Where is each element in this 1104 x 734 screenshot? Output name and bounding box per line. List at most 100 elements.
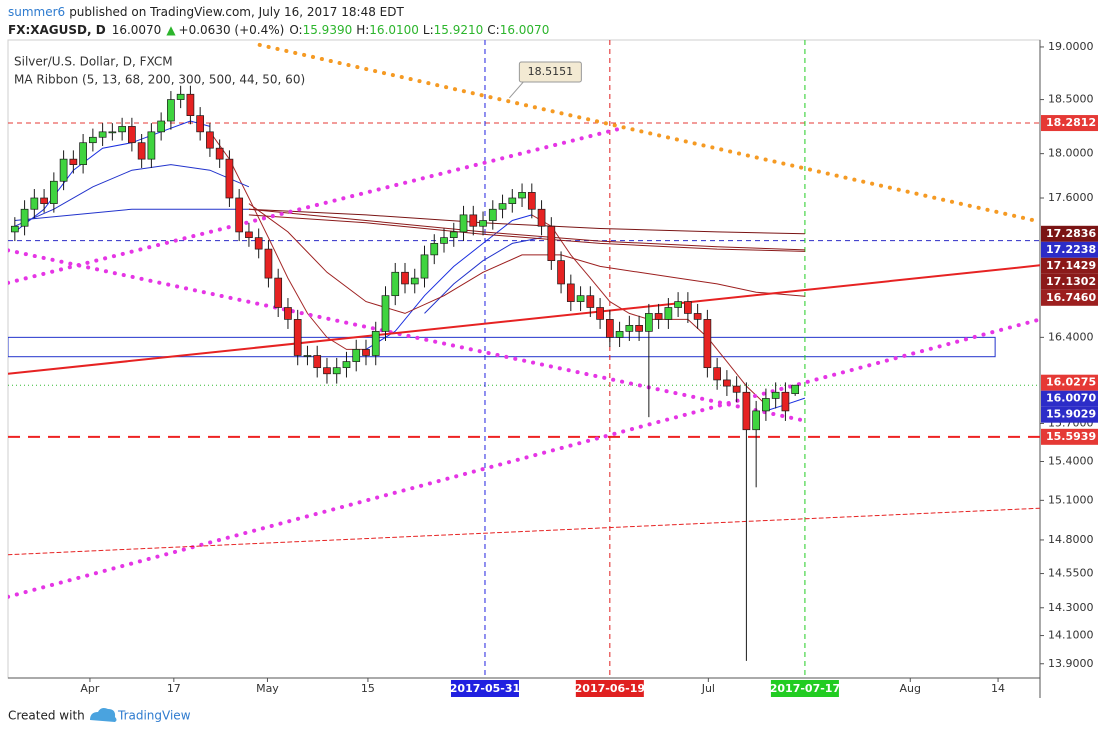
- candle-body: [703, 319, 712, 369]
- candle-body: [654, 313, 663, 320]
- candle-body: [40, 197, 48, 204]
- marker-label-box: [575, 680, 644, 697]
- candle-body: [352, 349, 361, 362]
- price-label-box: [1041, 273, 1098, 290]
- candle-body: [391, 271, 400, 297]
- x-tick-label: Aug: [900, 682, 921, 695]
- y-tick-label: 15.4000: [1048, 455, 1094, 468]
- callout-pointer: [508, 81, 524, 99]
- marker-label: 2017-05-31: [450, 682, 520, 695]
- candle-body: [723, 379, 731, 387]
- candle-body: [89, 136, 97, 144]
- candle-body: [332, 367, 341, 375]
- price-label-box: [1041, 225, 1098, 242]
- candle-body: [79, 142, 87, 165]
- candle-body: [420, 254, 429, 279]
- candle-body: [527, 192, 536, 210]
- candle-body: [449, 231, 458, 238]
- price-label-box: [1041, 406, 1098, 423]
- x-tick-label: 14: [991, 682, 1005, 695]
- candle-body: [323, 367, 331, 375]
- candle-body: [596, 307, 604, 320]
- candle-body: [313, 355, 322, 369]
- candle-body: [664, 307, 673, 320]
- price-label: 17.2238: [1046, 243, 1096, 256]
- candle-body: [479, 220, 487, 227]
- y-tick-label: 19.0000: [1048, 40, 1094, 53]
- candle-body: [245, 231, 253, 238]
- y-tick-label: 14.3000: [1048, 601, 1094, 614]
- ohlc-label: H:: [356, 23, 369, 37]
- candle-body: [371, 330, 380, 356]
- marker-label: 2017-07-17: [770, 682, 840, 695]
- ohlc-label: C:: [487, 23, 499, 37]
- candle-body: [59, 158, 68, 182]
- candle-body: [284, 307, 292, 320]
- ohlc-value: 15.9210: [434, 23, 484, 37]
- candle-body: [176, 93, 185, 100]
- candle-body: [674, 301, 682, 308]
- candle-body: [557, 260, 565, 285]
- x-tick-label: Jul: [701, 682, 715, 695]
- y-tick-label: 16.4000: [1048, 330, 1094, 343]
- candle-body: [615, 330, 624, 338]
- candle-body: [206, 131, 214, 149]
- candle-body: [235, 197, 244, 233]
- candle-body: [742, 391, 751, 431]
- candle-body: [225, 158, 234, 199]
- candle-body: [186, 93, 195, 116]
- price-label: 16.0070: [1046, 392, 1096, 405]
- author: summer6: [8, 5, 65, 19]
- ohlc-value: 16.0100: [369, 23, 419, 37]
- candle-body: [518, 192, 526, 199]
- candle-body: [645, 313, 653, 332]
- range-box: [8, 336, 996, 358]
- y-tick-label: 13.9000: [1048, 657, 1094, 670]
- candle-body: [684, 301, 692, 314]
- candle-body: [20, 208, 29, 227]
- candle-body: [98, 131, 107, 138]
- candle-body: [693, 313, 702, 320]
- candle-body: [108, 131, 117, 134]
- callout-box: [518, 61, 582, 83]
- footer-text: Created with: [8, 709, 85, 723]
- price-label: 17.2836: [1046, 227, 1096, 240]
- candle-body: [254, 237, 263, 250]
- candle-body: [264, 248, 273, 279]
- candle-body: [713, 367, 721, 381]
- price-label-box: [1041, 390, 1098, 407]
- candle-body: [128, 126, 136, 144]
- candle-body: [10, 225, 19, 233]
- price-label: 15.5939: [1046, 430, 1096, 443]
- ohlc-value: 15.9390: [303, 23, 353, 37]
- callout-label: 18.5151: [528, 65, 574, 78]
- ma-line: [14, 208, 249, 221]
- marker-label-box: [770, 680, 839, 697]
- candle-body: [69, 158, 78, 165]
- candle-body: [586, 295, 595, 308]
- candle-body: [605, 319, 614, 338]
- candle-body: [752, 410, 761, 431]
- marker-label: 2017-06-19: [575, 682, 645, 695]
- candle-body: [196, 115, 205, 133]
- plot-area: 18.5151: [8, 40, 1040, 678]
- candle-body: [293, 319, 302, 356]
- price-label: 15.9029: [1046, 408, 1096, 421]
- candle-body: [430, 243, 439, 256]
- candle-body: [303, 355, 312, 357]
- price-label: 16.7460: [1046, 291, 1096, 304]
- price-label: 16.0275: [1046, 376, 1096, 389]
- ohlc-value: 16.0070: [500, 23, 550, 37]
- x-tick-label: 17: [167, 682, 181, 695]
- candle-body: [566, 283, 575, 302]
- candle-body: [732, 385, 741, 393]
- y-tick-label: 14.5500: [1048, 567, 1094, 580]
- arrow: ▲: [166, 23, 176, 37]
- price-label-box: [1041, 257, 1098, 274]
- ohlc-label: L:: [423, 23, 434, 37]
- candle-body: [362, 349, 370, 356]
- candle-body: [576, 295, 585, 302]
- candle-body: [488, 208, 497, 221]
- y-tick-label: 18.0000: [1048, 147, 1094, 160]
